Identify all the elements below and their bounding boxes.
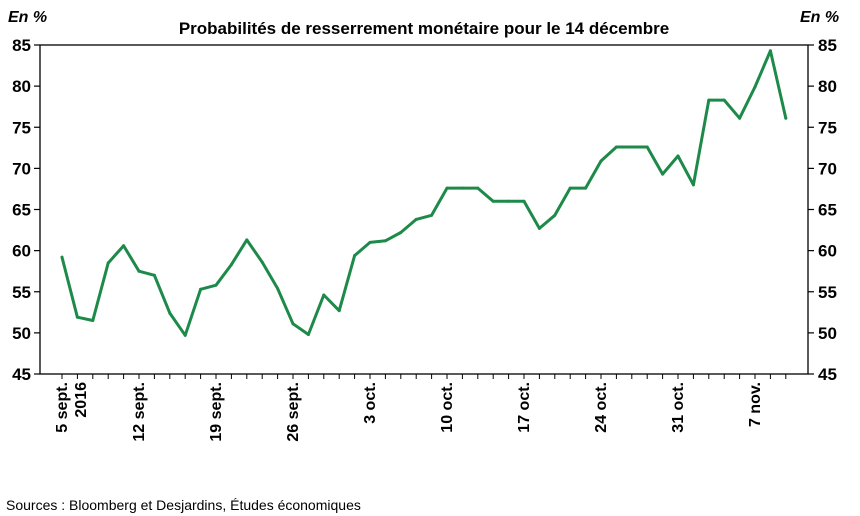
data-point — [260, 260, 264, 264]
x-tick-label: 10 oct. — [439, 382, 456, 433]
data-point — [753, 85, 757, 89]
data-point — [291, 322, 295, 326]
data-point — [522, 199, 526, 203]
data-point — [507, 199, 511, 203]
data-point — [106, 261, 110, 265]
data-point — [784, 116, 788, 120]
data-point — [707, 98, 711, 102]
data-point — [599, 159, 603, 163]
y-tick-label-right: 75 — [818, 118, 837, 137]
data-point — [353, 254, 357, 258]
data-point — [337, 309, 341, 313]
data-point — [568, 186, 572, 190]
y-tick-label-left: 50 — [12, 324, 31, 343]
data-point — [60, 255, 64, 259]
data-point — [399, 231, 403, 235]
x-tick-label: 17 oct. — [516, 382, 533, 433]
data-point — [122, 244, 126, 248]
data-point — [183, 333, 187, 337]
y-tick-label-left: 65 — [12, 201, 31, 220]
x-tick-label: 24 oct. — [593, 382, 610, 433]
data-point — [460, 186, 464, 190]
plot-frame — [39, 44, 809, 375]
data-point — [168, 311, 172, 315]
data-point — [229, 263, 233, 267]
data-point — [152, 273, 156, 277]
data-point — [75, 315, 79, 319]
data-point — [430, 213, 434, 217]
y-tick-label-right: 60 — [818, 242, 837, 261]
data-point — [553, 213, 557, 217]
y-tick-label-left: 60 — [12, 242, 31, 261]
y-tick-label-right: 50 — [818, 324, 837, 343]
x-tick-label: 2016 — [73, 382, 90, 418]
data-point — [245, 238, 249, 242]
data-point — [322, 293, 326, 297]
y-tick-label-left: 80 — [12, 77, 31, 96]
data-point — [661, 172, 665, 176]
y-tick-label-right: 45 — [818, 365, 837, 384]
data-point — [368, 240, 372, 244]
x-tick-label: 19 sept. — [208, 382, 225, 442]
data-point — [584, 186, 588, 190]
y-tick-label-left: 70 — [12, 159, 31, 178]
data-point — [445, 186, 449, 190]
y-tick-label-left: 75 — [12, 118, 31, 137]
data-point — [491, 199, 495, 203]
chart-title: Probabilités de resserrement monétaire p… — [179, 19, 669, 38]
x-tick-label: 31 oct. — [670, 382, 687, 433]
data-point — [738, 116, 742, 120]
data-point — [306, 333, 310, 337]
data-point — [276, 286, 280, 290]
data-point — [214, 283, 218, 287]
data-point — [91, 319, 95, 323]
data-point — [614, 145, 618, 149]
data-point — [645, 145, 649, 149]
x-tick-label: 12 sept. — [131, 382, 148, 442]
data-point — [691, 183, 695, 187]
y-tick-label-left: 55 — [12, 283, 31, 302]
y-tick-label-right: 85 — [818, 36, 837, 55]
y-tick-label-right: 70 — [818, 159, 837, 178]
y-tick-label-right: 80 — [818, 77, 837, 96]
x-tick-label: 26 sept. — [285, 382, 302, 442]
series-group — [60, 49, 788, 337]
x-tick-label: 5 sept. — [54, 382, 71, 433]
y-tick-label-right: 55 — [818, 283, 837, 302]
y-axis-left: 45 50 55 60 65 70 75 80 85 — [12, 36, 40, 384]
data-point — [476, 186, 480, 190]
y-unit-right: En % — [800, 9, 839, 26]
data-point — [630, 145, 634, 149]
data-point — [199, 287, 203, 291]
y-unit-left: En % — [8, 9, 47, 26]
x-tick-label: 7 nov. — [747, 382, 764, 427]
series-line — [60, 49, 788, 337]
data-point — [383, 239, 387, 243]
source-note: Sources : Bloomberg et Desjardins, Étude… — [6, 497, 361, 513]
y-tick-label-right: 65 — [818, 201, 837, 220]
data-point — [768, 49, 772, 53]
y-axis-right: 45 50 55 60 65 70 75 80 85 — [808, 36, 837, 384]
data-point — [722, 98, 726, 102]
y-tick-label-left: 45 — [12, 365, 31, 384]
x-tick-label: 3 oct. — [362, 382, 379, 424]
data-point — [676, 154, 680, 158]
y-tick-label-left: 85 — [12, 36, 31, 55]
data-point — [537, 226, 541, 230]
x-axis: 5 sept. 2016 12 sept. 19 sept. 26 sept. 3 oct… — [54, 374, 787, 442]
data-point — [414, 217, 418, 221]
data-point — [137, 269, 141, 273]
